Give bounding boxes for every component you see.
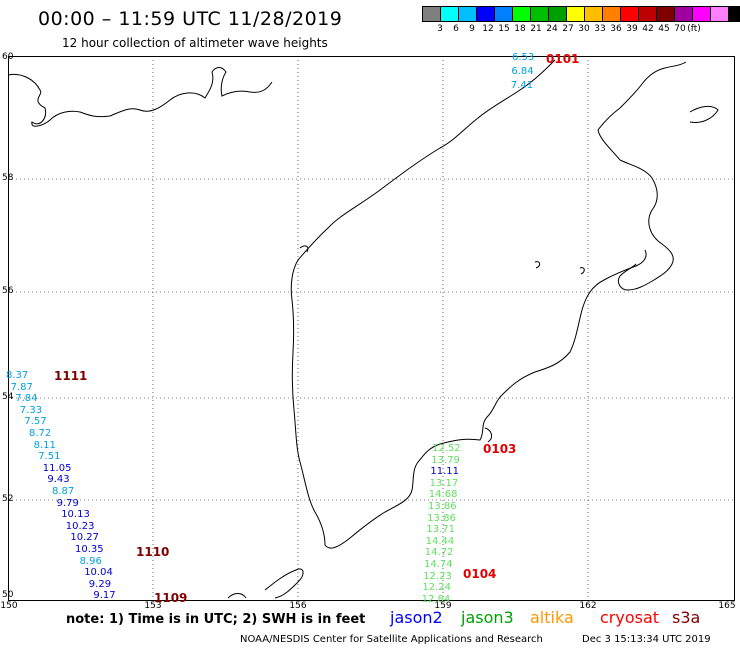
swh-value: 6.53 <box>512 52 535 63</box>
swh-value: 10.13 <box>61 509 90 521</box>
credit-text: NOAA/NESDIS Center for Satellite Applica… <box>240 634 543 645</box>
color-scale-label: 42 <box>642 24 654 34</box>
swh-value: 7.57 <box>24 416 47 428</box>
pass-label-0101: 0101 <box>546 52 580 66</box>
color-scale-label: 21 <box>530 24 542 34</box>
lon-label-150: 150 <box>0 601 18 611</box>
color-swatch <box>728 6 740 22</box>
swh-value: 12.24 <box>422 582 452 594</box>
lon-label-162: 162 <box>579 601 597 611</box>
color-scale-label: 3 <box>437 24 443 34</box>
swh-value: 8.11 <box>33 439 56 451</box>
swh-value: 9.43 <box>47 474 70 486</box>
swh-value: 13.71 <box>426 524 456 536</box>
map-title: 00:00 – 11:59 UTC 11/28/2019 <box>38 8 343 30</box>
swh-value: 13.79 <box>431 454 460 466</box>
lat-label-58: 58 <box>2 173 14 183</box>
legend-jason2: jason2 <box>390 608 443 627</box>
swh-value: 6.84 <box>511 66 534 77</box>
swh-value: 14.44 <box>425 535 455 547</box>
color-scale-label: 30 <box>578 24 590 34</box>
swh-value: 8.87 <box>52 486 75 497</box>
pass-label-1111: 1111 <box>54 369 88 383</box>
lon-label-165: 165 <box>718 601 736 611</box>
color-scale-unit: (ft) <box>687 24 701 34</box>
lat-label-50: 50 <box>2 590 14 600</box>
swh-value: 11.11 <box>430 466 460 478</box>
lat-label-56: 56 <box>2 286 14 296</box>
lon-label-156: 156 <box>289 601 307 611</box>
pass-label-0104: 0104 <box>463 567 497 581</box>
color-scale-label: 27 <box>562 24 574 34</box>
swh-value: 10.23 <box>65 520 95 532</box>
color-scale-label: 6 <box>453 24 459 34</box>
color-scale-label: 45 <box>658 24 670 34</box>
color-scale-label: 15 <box>498 24 510 34</box>
color-scale-label: 39 <box>626 24 638 34</box>
swh-value: 12.23 <box>423 570 452 582</box>
swh-value: 7.87 <box>10 381 33 393</box>
swh-value: 14.72 <box>424 547 454 559</box>
legend-s3a: s3a <box>672 608 701 627</box>
map-subtitle: 12 hour collection of altimeter wave hei… <box>62 36 328 50</box>
graticule <box>8 56 733 600</box>
pass-label-0103: 0103 <box>483 442 517 456</box>
color-scale-label: 33 <box>594 24 606 34</box>
color-scale-label: 9 <box>469 24 475 34</box>
color-scale <box>422 6 740 22</box>
swh-value: 14.74 <box>424 559 453 570</box>
legend-cryosat: cryosat <box>600 608 660 627</box>
legend-jason3: jason3 <box>461 608 514 627</box>
color-scale-label: 24 <box>546 24 558 34</box>
swh-value: 10.35 <box>75 544 104 555</box>
pass-label-1109: 1109 <box>154 591 188 605</box>
swh-value: 7.51 <box>38 451 61 463</box>
swh-value: 7.84 <box>15 393 38 405</box>
pass-label-1110: 1110 <box>136 545 170 559</box>
swh-value: 8.37 <box>6 370 29 381</box>
swh-value: 7.33 <box>19 404 43 416</box>
swh-value: 13.17 <box>429 477 459 489</box>
swh-value: 9.79 <box>56 497 79 509</box>
color-scale-label: 36 <box>610 24 622 34</box>
coastline <box>7 59 719 599</box>
lon-label-159: 159 <box>434 601 452 611</box>
color-scale-label: 70 <box>674 24 686 34</box>
swh-value: 13.86 <box>428 501 457 512</box>
swh-value: 10.04 <box>84 567 113 579</box>
color-scale-label: 12 <box>482 24 494 34</box>
lat-label-60: 60 <box>2 52 14 62</box>
swh-value: 7.41 <box>510 80 534 91</box>
swh-value: 13.86 <box>427 512 456 524</box>
color-scale-label: 18 <box>514 24 526 34</box>
lat-label-54: 54 <box>2 392 14 402</box>
swh-value: 9.29 <box>88 578 112 590</box>
swh-value: 11.05 <box>42 462 72 474</box>
note-text: note: 1) Time is in UTC; 2) SWH is in fe… <box>66 612 366 627</box>
swh-value: 9.17 <box>93 590 116 602</box>
swh-value: 14.68 <box>428 489 458 501</box>
swh-value: 10.27 <box>70 532 100 544</box>
swh-value: 12.52 <box>432 443 461 454</box>
timestamp: Dec 3 15:13:34 UTC 2019 <box>582 634 711 645</box>
map-frame <box>8 56 735 601</box>
swh-value: 8.96 <box>79 555 102 567</box>
lat-label-52: 52 <box>2 494 14 504</box>
legend-altika: altika <box>530 608 574 627</box>
swh-value: 12.84 <box>421 593 451 605</box>
swh-value: 8.72 <box>29 428 52 439</box>
lon-label-153: 153 <box>144 601 162 611</box>
